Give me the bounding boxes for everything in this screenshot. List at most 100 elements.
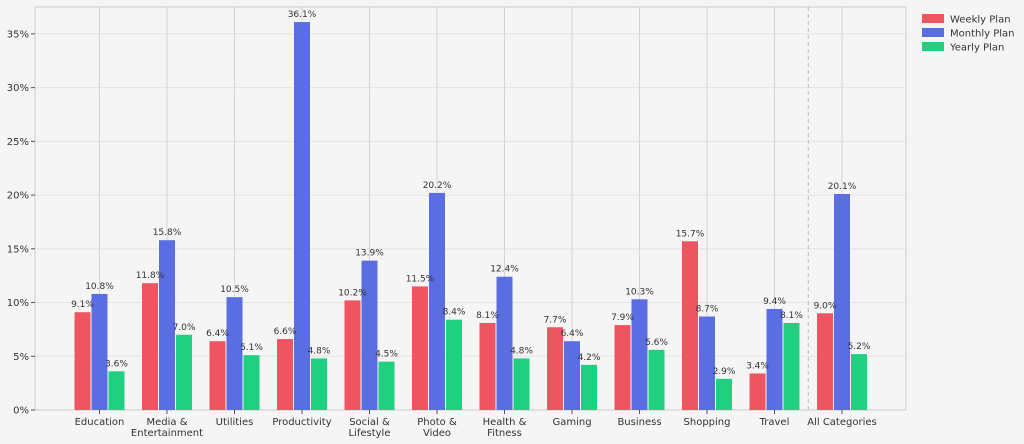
data-label-monthly-plan: 6.4% bbox=[561, 329, 584, 339]
bar-weekly-plan bbox=[344, 300, 361, 410]
bar-yearly-plan bbox=[243, 355, 260, 410]
data-label-yearly-plan: 5.1% bbox=[240, 343, 263, 353]
data-label-yearly-plan: 8.1% bbox=[780, 311, 803, 321]
bar-weekly-plan bbox=[682, 241, 698, 410]
bar-monthly-plan bbox=[834, 193, 850, 410]
x-tick-label: Social & Lifestyle bbox=[348, 417, 390, 439]
bar-weekly-plan bbox=[142, 283, 158, 410]
y-tick-label: 25% bbox=[7, 137, 29, 148]
bar-yearly-plan bbox=[176, 334, 192, 410]
data-label-monthly-plan: 12.4% bbox=[490, 265, 519, 275]
bar-weekly-plan bbox=[277, 339, 293, 410]
data-label-monthly-plan: 13.9% bbox=[355, 249, 384, 259]
data-label-yearly-plan: 5.2% bbox=[848, 342, 871, 352]
bar-weekly-plan bbox=[74, 312, 91, 410]
data-label-monthly-plan: 10.8% bbox=[85, 282, 114, 292]
x-tick-label: All Categories bbox=[807, 417, 876, 428]
bar-weekly-plan bbox=[749, 373, 766, 410]
y-tick-label: 15% bbox=[7, 244, 29, 255]
data-label-weekly-plan: 10.2% bbox=[338, 288, 367, 298]
legend-label-monthly-plan: Monthly Plan bbox=[950, 29, 1015, 40]
data-label-yearly-plan: 5.6% bbox=[645, 338, 668, 348]
bar-monthly-plan bbox=[361, 260, 378, 410]
y-tick-label: 5% bbox=[13, 352, 29, 363]
legend-label-yearly-plan: Yearly Plan bbox=[949, 43, 1004, 54]
bar-monthly-plan bbox=[159, 240, 175, 410]
data-label-monthly-plan: 8.7% bbox=[696, 305, 719, 315]
bar-yearly-plan bbox=[311, 358, 327, 410]
x-tick-label: Productivity bbox=[272, 417, 331, 428]
bar-yearly-plan bbox=[446, 319, 462, 410]
data-label-yearly-plan: 8.4% bbox=[443, 308, 466, 318]
x-tick-label: Photo & Video bbox=[417, 417, 457, 439]
data-label-yearly-plan: 2.9% bbox=[713, 367, 736, 377]
y-tick-label: 20% bbox=[7, 191, 29, 202]
data-label-yearly-plan: 7.0% bbox=[173, 323, 196, 333]
data-label-monthly-plan: 20.1% bbox=[828, 182, 857, 192]
x-tick-label: Travel bbox=[759, 417, 790, 428]
x-tick-label: Business bbox=[617, 417, 661, 428]
bar-yearly-plan bbox=[783, 322, 800, 410]
bar-weekly-plan bbox=[209, 341, 226, 410]
data-label-weekly-plan: 6.4% bbox=[206, 329, 229, 339]
data-label-monthly-plan: 10.3% bbox=[625, 287, 654, 297]
y-tick-label: 0% bbox=[13, 406, 29, 417]
data-label-weekly-plan: 7.7% bbox=[544, 315, 567, 325]
bar-monthly-plan bbox=[91, 293, 108, 410]
y-tick-label: 10% bbox=[7, 298, 29, 309]
y-tick-label: 35% bbox=[7, 29, 29, 40]
bar-weekly-plan bbox=[547, 327, 563, 410]
data-label-monthly-plan: 10.5% bbox=[220, 285, 249, 295]
data-label-weekly-plan: 6.6% bbox=[274, 327, 297, 337]
bar-yearly-plan bbox=[581, 364, 597, 410]
x-tick-label: Gaming bbox=[552, 417, 591, 428]
bar-monthly-plan bbox=[429, 192, 445, 410]
bar-weekly-plan bbox=[479, 322, 496, 410]
data-label-monthly-plan: 9.4% bbox=[763, 297, 786, 307]
bar-weekly-plan bbox=[614, 325, 631, 410]
bar-yearly-plan bbox=[513, 358, 530, 410]
legend: Weekly Plan Monthly Plan Yearly Plan bbox=[922, 14, 1015, 54]
x-tick-label: Education bbox=[75, 417, 125, 428]
data-label-weekly-plan: 11.8% bbox=[136, 271, 165, 281]
data-label-monthly-plan: 20.2% bbox=[423, 181, 452, 191]
bar-yearly-plan bbox=[648, 349, 665, 410]
legend-label-weekly-plan: Weekly Plan bbox=[950, 15, 1011, 26]
bar-monthly-plan bbox=[496, 276, 513, 410]
data-label-yearly-plan: 4.8% bbox=[510, 346, 533, 356]
bar-yearly-plan bbox=[851, 354, 867, 410]
y-tick-label: 30% bbox=[7, 83, 29, 94]
x-tick-label: Health & Fitness bbox=[483, 417, 527, 439]
data-label-yearly-plan: 4.5% bbox=[375, 350, 398, 360]
data-label-weekly-plan: 11.5% bbox=[406, 274, 435, 284]
x-tick-label: Shopping bbox=[684, 417, 731, 428]
legend-swatch-weekly-plan bbox=[922, 14, 944, 23]
bar-monthly-plan bbox=[699, 316, 715, 410]
bar-yearly-plan bbox=[378, 361, 395, 410]
bar-monthly-plan bbox=[226, 297, 243, 410]
data-label-weekly-plan: 9.1% bbox=[71, 300, 94, 310]
data-label-weekly-plan: 15.7% bbox=[676, 229, 705, 239]
bar-monthly-plan bbox=[631, 299, 648, 410]
bar-monthly-plan bbox=[766, 308, 783, 410]
bar-weekly-plan bbox=[817, 313, 833, 410]
x-tick-label: Utilities bbox=[216, 417, 254, 428]
data-label-monthly-plan: 15.8% bbox=[153, 228, 182, 238]
legend-swatch-monthly-plan bbox=[922, 28, 944, 37]
data-label-weekly-plan: 7.9% bbox=[611, 313, 634, 323]
data-label-weekly-plan: 3.4% bbox=[746, 361, 769, 371]
legend-swatch-yearly-plan bbox=[922, 42, 944, 51]
x-tick-label: Media & Entertainment bbox=[131, 417, 203, 439]
bar-monthly-plan bbox=[294, 22, 310, 410]
bar-yearly-plan bbox=[716, 378, 732, 410]
data-label-monthly-plan: 36.1% bbox=[288, 10, 317, 20]
bar-monthly-plan bbox=[564, 341, 580, 410]
bar-yearly-plan bbox=[108, 371, 125, 410]
data-label-weekly-plan: 9.0% bbox=[814, 301, 837, 311]
data-label-yearly-plan: 3.6% bbox=[105, 359, 128, 369]
data-label-weekly-plan: 8.1% bbox=[476, 311, 499, 321]
data-label-yearly-plan: 4.8% bbox=[308, 346, 331, 356]
bar-weekly-plan bbox=[412, 286, 428, 410]
